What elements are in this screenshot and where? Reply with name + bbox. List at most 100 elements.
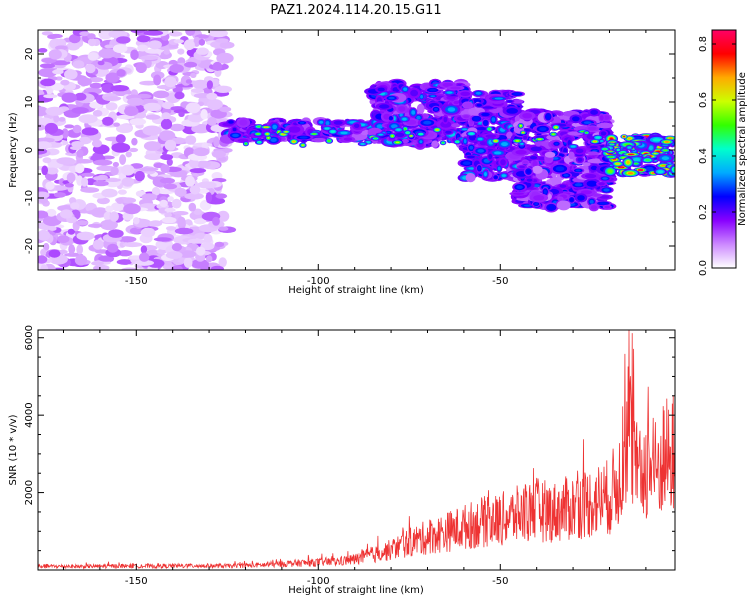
colorbar: 0.00.20.40.60.8 Normalized spectral ampl…: [698, 29, 748, 276]
spectrogram-cell: [38, 141, 52, 150]
spectrogram-cell: [169, 123, 185, 132]
spectrogram-cell: [131, 51, 138, 58]
spectrogram-cell: [38, 106, 49, 117]
spectrogram-cell: [577, 195, 585, 201]
spectrogram-cell: [163, 121, 170, 128]
colorbar-tick-label: 0.6: [698, 92, 709, 108]
spectrogram-cell: [177, 48, 185, 55]
y-tick-label: 10: [24, 96, 35, 109]
spectrogram-cell: [91, 261, 104, 266]
spectrogram-cell: [569, 153, 574, 158]
spectrogram-cell: [153, 90, 170, 99]
spectrogram-cell: [140, 227, 156, 238]
spectrogram-cell: [548, 205, 555, 210]
spectrogram-cell: [42, 167, 47, 174]
spectrogram-cell: [99, 219, 118, 231]
spectrogram-cell: [539, 127, 547, 131]
spectrogram-cell: [196, 246, 206, 256]
spectrogram-cell: [663, 149, 668, 152]
spectrogram-cell: [52, 69, 64, 75]
spectrogram-cell: [98, 48, 116, 59]
y-tick-label: 2000: [24, 480, 35, 505]
spectrogram-cell: [207, 116, 217, 126]
spectrogram-cell: [476, 127, 488, 131]
spectrogram-cell: [446, 91, 453, 94]
spectrogram-cell: [167, 160, 172, 165]
spectrogram-cell: [530, 146, 542, 152]
spectrogram-cell: [463, 115, 470, 119]
spectrogram-cell: [462, 128, 468, 131]
spectrogram-cell: [92, 239, 104, 250]
spectrogram-cell: [87, 38, 97, 47]
spectrogram-cell: [266, 133, 269, 135]
spectrogram-cell: [583, 163, 590, 166]
spectrogram-cell: [572, 116, 580, 122]
spectrogram-cell: [104, 118, 112, 125]
spectrogram-cell: [191, 124, 211, 134]
spectrogram-cell: [121, 164, 135, 176]
spectrogram-cell: [118, 37, 128, 43]
spectrogram-cell: [477, 166, 481, 171]
spectrogram-cell: [281, 133, 285, 135]
spectrogram-cell: [164, 76, 177, 88]
spectrogram-cell: [460, 91, 471, 97]
spectrogram-cell: [136, 173, 143, 180]
spectrogram-cell: [500, 159, 506, 166]
spectrogram-cell: [69, 230, 74, 234]
spectrogram-cell: [173, 266, 181, 270]
spectrogram-cell: [75, 108, 86, 113]
spectrogram-cell: [214, 178, 224, 182]
spectrogram-cell: [532, 160, 538, 168]
spectrogram-cell: [402, 117, 407, 121]
spectrogram-cell: [139, 55, 159, 60]
spectrogram-cell: [264, 126, 268, 128]
spectrogram-cell: [66, 172, 76, 183]
spectrogram-cell: [211, 172, 223, 180]
spectrogram-cell: [577, 157, 583, 162]
spectrogram-cell: [554, 142, 559, 145]
y-tick-label: 6000: [24, 325, 35, 350]
spectrogram-cell: [554, 126, 558, 129]
spectrogram-cell: [134, 259, 154, 266]
spectrogram-cell: [53, 115, 60, 123]
spectrogram-cell: [477, 137, 483, 141]
spectrogram-cell: [38, 229, 51, 241]
spectrogram-cell: [103, 96, 122, 101]
spectrogram-cell: [187, 113, 205, 123]
spectrogram-cell: [649, 145, 653, 150]
spectrogram-cell: [520, 142, 524, 145]
spectrogram-cell: [168, 31, 183, 37]
spectrogram-cell: [54, 61, 67, 65]
spectrogram-cell: [188, 202, 197, 212]
spectrogram-cell: [498, 136, 505, 140]
spectrogram-cell: [79, 31, 90, 37]
spectrogram-cell: [488, 153, 493, 160]
spectrogram-cell: [132, 164, 141, 168]
spectrogram-cell: [85, 63, 96, 74]
spectrogram-cell: [173, 107, 182, 110]
spectrogram-cell: [56, 157, 75, 165]
spectrogram-cell: [105, 178, 121, 182]
spectrogram-cell: [139, 252, 150, 262]
spectrogram-cell: [43, 94, 58, 99]
spectrogram-cell: [111, 202, 125, 212]
spectrogram-cell: [139, 36, 148, 41]
spectrogram-cell: [333, 120, 343, 125]
spectrogram-cell: [164, 212, 173, 218]
snr-x-ticks: -150 -100 -50: [62, 330, 647, 587]
spectrogram-cell: [563, 174, 569, 177]
spectrogram-cell: [584, 174, 597, 179]
spectrogram-cell: [599, 195, 610, 199]
spectrogram-cell: [153, 74, 162, 86]
spectrogram-cell: [40, 264, 49, 270]
spectrogram-cell: [200, 40, 204, 45]
spectrogram-cell: [55, 45, 68, 51]
spectrogram-cell: [378, 133, 383, 136]
spectrogram-cell: [176, 93, 183, 98]
spectrogram-cell: [292, 140, 296, 143]
spectrogram-cell: [327, 139, 331, 142]
spectrogram-cell: [404, 128, 407, 130]
spectrogram-cell: [575, 169, 581, 172]
x-tick-label: -150: [125, 576, 148, 587]
